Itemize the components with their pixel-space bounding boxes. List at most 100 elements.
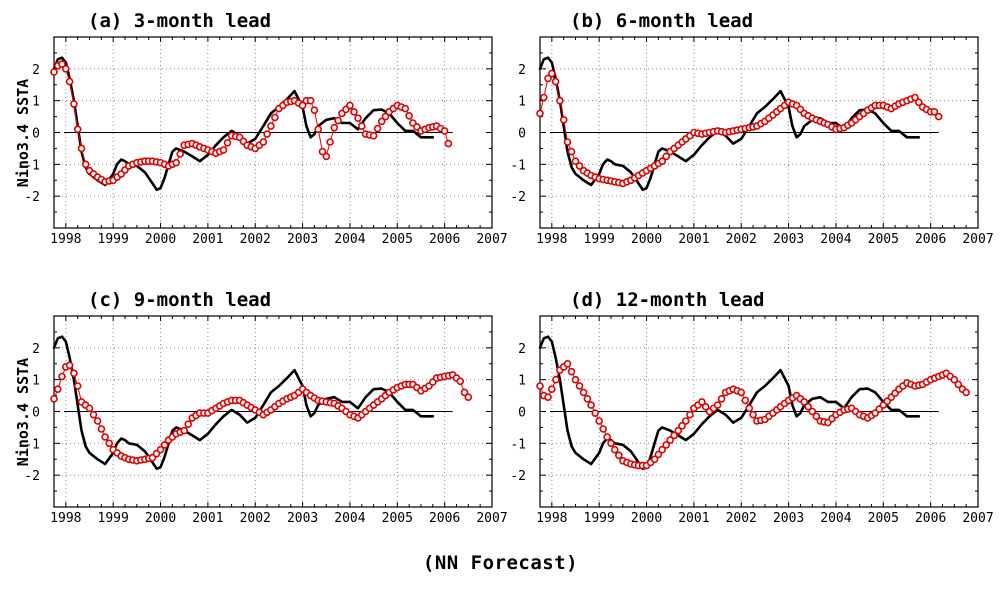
x-tick-label: 2000 xyxy=(631,232,662,247)
x-tick-label: 2001 xyxy=(678,511,709,526)
forecast-markers xyxy=(536,359,971,470)
forecast-point xyxy=(575,162,584,170)
y-tick-label: -2 xyxy=(510,469,526,484)
y-tick-label: 1 xyxy=(518,374,526,389)
forecast-point xyxy=(701,402,710,411)
forecast-point xyxy=(954,380,963,389)
forecast-point xyxy=(377,117,386,126)
forecast-point xyxy=(405,112,413,120)
forecast-point xyxy=(381,112,390,121)
y-tick-label: 0 xyxy=(32,406,40,421)
forecast-point xyxy=(556,96,564,105)
y-tick-label: -2 xyxy=(24,190,40,205)
forecast-point xyxy=(547,69,556,78)
forecast-markers xyxy=(50,60,453,186)
y-tick-label: 2 xyxy=(518,342,526,357)
forecast-point xyxy=(666,436,675,444)
forecast-point xyxy=(330,123,339,132)
forecast-point xyxy=(444,139,453,148)
forecast-point xyxy=(180,426,188,435)
forecast-point xyxy=(223,139,232,147)
forecast-point xyxy=(53,385,62,394)
forecast-point xyxy=(401,104,410,113)
forecast-point xyxy=(50,394,58,403)
forecast-point xyxy=(267,122,275,130)
x-tick-label: 2006 xyxy=(915,511,946,526)
x-tick-label: 2001 xyxy=(192,232,223,247)
x-tick-label: 2002 xyxy=(726,511,757,526)
x-tick-label: 2003 xyxy=(287,511,318,526)
y-tick-label: 2 xyxy=(32,342,40,357)
forecast-point xyxy=(184,420,192,429)
forecast-point xyxy=(662,441,671,449)
forecast-point xyxy=(610,445,619,454)
forecast-point xyxy=(70,100,78,108)
forecast-point xyxy=(741,396,750,405)
observed-series-line xyxy=(52,56,435,192)
forecast-point xyxy=(539,93,548,102)
x-tick-label: 1998 xyxy=(50,511,81,526)
x-tick-label: 2006 xyxy=(429,232,460,247)
x-tick-label: 2007 xyxy=(962,511,993,526)
forecast-point xyxy=(263,130,271,138)
forecast-point xyxy=(81,160,90,169)
figure-caption: (NN Forecast) xyxy=(422,552,579,574)
forecast-point xyxy=(934,112,943,121)
forecast-point xyxy=(674,426,683,435)
forecast-point xyxy=(373,124,382,133)
forecast-point xyxy=(559,116,568,124)
x-tick-label: 2006 xyxy=(915,232,946,247)
forecast-point xyxy=(73,382,82,390)
forecast-point xyxy=(607,439,615,448)
forecast-point xyxy=(65,361,74,370)
forecast-markers xyxy=(50,361,473,465)
forecast-point xyxy=(551,77,560,86)
forecast-point xyxy=(717,394,726,403)
x-tick-label: 2005 xyxy=(382,232,413,247)
forecast-point xyxy=(101,433,109,441)
forecast-point xyxy=(914,98,923,107)
forecast-point xyxy=(552,375,560,384)
forecast-point xyxy=(567,147,576,156)
forecast-point xyxy=(62,65,70,73)
forecast-point xyxy=(85,404,94,413)
panel-title: (d) 12-month lead xyxy=(570,289,764,311)
forecast-point xyxy=(658,445,667,454)
x-tick-label: 2007 xyxy=(476,511,507,526)
x-tick-label: 2003 xyxy=(773,232,804,247)
y-tick-label: -2 xyxy=(510,190,526,205)
forecast-point xyxy=(650,455,659,464)
x-tick-label: 2001 xyxy=(678,232,709,247)
forecast-point xyxy=(172,158,180,167)
forecast-point xyxy=(346,101,354,110)
panel-title: (a) 3-month lead xyxy=(88,10,271,32)
y-tick-label: -2 xyxy=(24,469,40,484)
forecast-point xyxy=(70,369,78,378)
x-tick-label: 2007 xyxy=(476,232,507,247)
y-tick-label: -1 xyxy=(24,158,40,173)
forecast-point xyxy=(962,388,971,397)
forecast-point xyxy=(97,425,106,433)
forecast-point xyxy=(544,393,552,402)
y-axis-label: Nino3.4 SSTA xyxy=(14,358,32,466)
forecast-point xyxy=(662,152,671,161)
forecast-point xyxy=(544,74,552,83)
y-tick-label: 1 xyxy=(32,374,40,389)
forecast-point xyxy=(354,114,362,122)
forecast-point xyxy=(804,402,813,411)
forecast-point xyxy=(614,451,623,460)
y-tick-label: 0 xyxy=(32,127,40,142)
x-tick-label: 1999 xyxy=(98,232,129,247)
forecast-point xyxy=(160,441,169,449)
forecast-point xyxy=(77,144,86,153)
forecast-point xyxy=(464,393,473,402)
forecast-point xyxy=(670,431,679,440)
forecast-point xyxy=(93,417,102,425)
forecast-point xyxy=(440,127,449,135)
y-tick-label: 2 xyxy=(518,63,526,78)
forecast-point xyxy=(678,421,686,430)
forecast-point xyxy=(89,410,98,419)
x-tick-label: 2002 xyxy=(726,232,757,247)
forecast-point xyxy=(595,417,604,425)
forecast-markers xyxy=(536,69,943,188)
